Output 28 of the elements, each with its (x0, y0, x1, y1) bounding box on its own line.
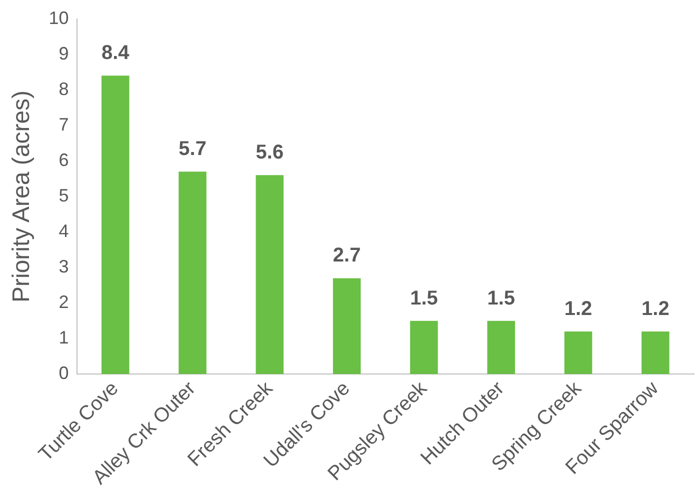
y-tick-label: 8 (58, 78, 69, 99)
data-label: 5.7 (178, 138, 206, 160)
y-axis-title: Priority Area (acres) (8, 90, 36, 303)
bar (642, 332, 670, 374)
y-tick-label: 9 (58, 43, 69, 64)
bar (564, 332, 592, 374)
bar (410, 320, 438, 374)
data-label: 2.7 (332, 244, 361, 267)
y-tick-label: 7 (58, 114, 69, 134)
y-tick-label: 6 (58, 150, 69, 170)
y-tick-label: 1 (58, 328, 69, 348)
y-tick-label: 4 (58, 220, 69, 241)
y-tick-label: 0 (58, 363, 69, 384)
data-label: 1.5 (487, 287, 516, 310)
data-label: 1.2 (642, 298, 670, 320)
y-tick-label: 5 (58, 185, 69, 206)
y-tick-label: 10 (48, 8, 69, 28)
bar (178, 172, 206, 374)
data-label: 5.6 (256, 142, 284, 164)
bar (102, 76, 130, 374)
data-label: 1.5 (410, 287, 438, 310)
bar (487, 320, 516, 374)
y-tick-label: 2 (58, 292, 69, 312)
bar (256, 175, 284, 374)
bar (332, 278, 361, 374)
data-label: 1.2 (564, 298, 592, 320)
y-tick-label: 3 (58, 256, 69, 277)
data-label: 8.4 (101, 42, 130, 64)
